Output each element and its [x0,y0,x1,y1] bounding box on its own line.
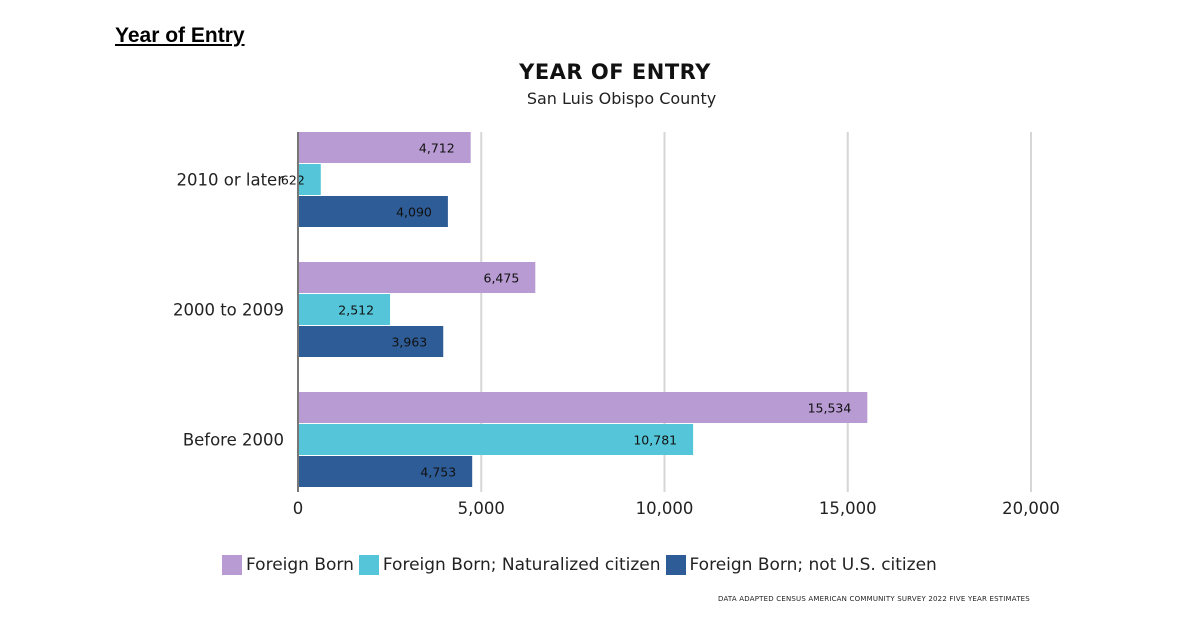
data-label: 15,534 [808,401,852,416]
y-tick-label: 2000 to 2009 [173,301,284,320]
data-label: 4,090 [396,205,432,220]
data-label: 622 [281,173,305,188]
bar [298,132,471,163]
data-label: 4,712 [419,141,455,156]
x-tick-label: 20,000 [1002,499,1060,518]
bar [298,326,444,357]
data-label: 10,781 [633,433,677,448]
y-tick-label: Before 2000 [183,431,284,450]
data-label: 6,475 [484,271,520,286]
legend-label-not-us-citizen: Foreign Born; not U.S. citizen [689,555,937,575]
legend-swatch-foreign-born [222,555,242,575]
x-tick-label: 5,000 [458,499,505,518]
bar [298,294,391,325]
bar [298,392,868,423]
source-note: DATA ADAPTED CENSUS AMERICAN COMMUNITY S… [718,595,1030,603]
x-tick-label: 10,000 [636,499,694,518]
bar [298,424,694,455]
legend-item-naturalized-citizen: Foreign Born; Naturalized citizen [358,555,661,575]
legend-swatch-not-us-citizen [665,555,686,575]
data-label: 4,753 [420,465,456,480]
legend-item-not-us-citizen: Foreign Born; not U.S. citizen [665,555,937,575]
page-heading: Year of Entry [115,24,245,47]
x-tick-label: 15,000 [819,499,877,518]
y-tick-label: 2010 or later [177,171,285,190]
legend: Foreign Born Foreign Born; Naturalized c… [222,555,942,575]
legend-label-foreign-born: Foreign Born [246,555,354,575]
bar [298,196,448,227]
chart-subtitle: San Luis Obispo County [526,89,717,108]
legend-item-foreign-born: Foreign Born [222,555,354,575]
bar [298,456,473,487]
bar [298,262,536,293]
bar [298,164,321,195]
data-label: 3,963 [391,335,427,350]
data-label: 2,512 [338,303,374,318]
legend-label-naturalized-citizen: Foreign Born; Naturalized citizen [382,555,661,575]
x-tick-label: 0 [293,499,304,518]
bar-chart: 4,712 622 4,090 2010 or later 6,475 2,512 3,96… [173,132,1060,518]
legend-swatch-naturalized-citizen [358,555,379,575]
chart-title: YEAR OF ENTRY [519,60,711,84]
